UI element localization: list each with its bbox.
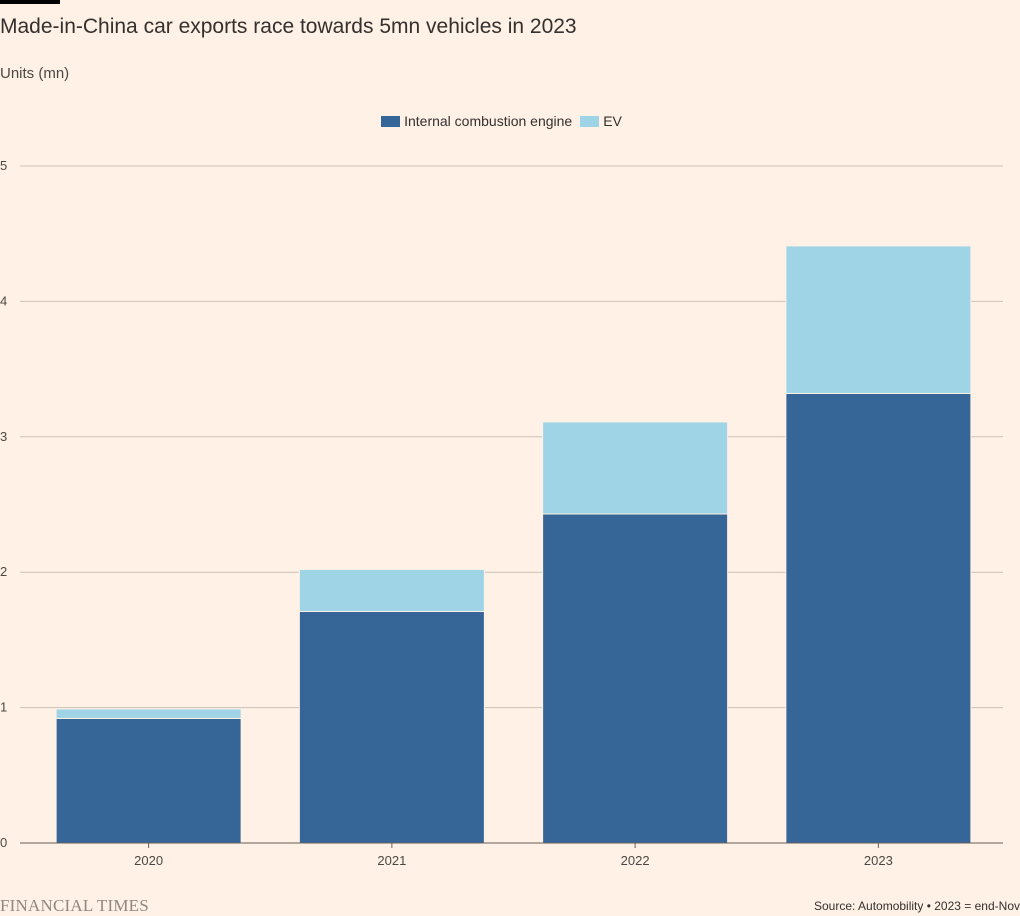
y-tick-label-4: 4 [0, 293, 7, 308]
x-tick-label-2023: 2023 [864, 853, 893, 868]
y-tick-label-5: 5 [0, 158, 7, 173]
chart-title: Made-in-China car exports race towards 5… [0, 15, 577, 38]
legend-item-ev: EV [580, 113, 622, 129]
brand-accent-bar [0, 0, 60, 4]
source-note: Source: Automobility • 2023 = end-Nov [814, 899, 1020, 913]
chart-legend: Internal combustion engine EV [0, 113, 1003, 129]
bar-ev-2022 [542, 421, 729, 515]
x-tick-label-2022: 2022 [621, 853, 650, 868]
bar-ice-2021 [298, 610, 485, 844]
bar-ev-2023 [785, 245, 972, 394]
x-tick-label-2021: 2021 [377, 853, 406, 868]
x-tick-label-2020: 2020 [134, 853, 163, 868]
y-axis-unit-label: Units (mn) [0, 65, 70, 82]
legend-item-ice: Internal combustion engine [381, 113, 572, 129]
legend-label-ev: EV [603, 113, 622, 129]
legend-label-ice: Internal combustion engine [404, 113, 573, 129]
y-tick-label-3: 3 [0, 429, 7, 444]
bar-ev-2021 [298, 568, 485, 612]
y-tick-label-1: 1 [0, 700, 7, 715]
legend-swatch-ev [580, 115, 600, 127]
y-tick-label-2: 2 [0, 564, 7, 579]
y-tick-label-0: 0 [0, 835, 7, 850]
ft-logo-text: FINANCIAL TIMES [0, 896, 149, 915]
bar-ice-2023 [785, 392, 972, 844]
axes: 0 1 2 3 4 5 2020 2021 2022 2023 [0, 158, 1003, 868]
bar-ev-2020 [55, 708, 242, 719]
bar-ice-2020 [55, 717, 242, 844]
legend-swatch-ice [381, 115, 401, 127]
bar-ice-2022 [542, 513, 729, 844]
bars [55, 245, 972, 844]
